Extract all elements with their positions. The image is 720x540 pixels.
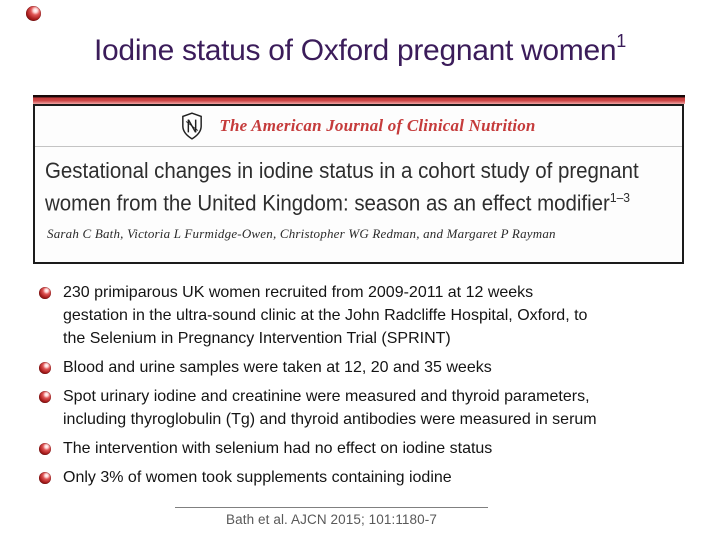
bullet-item: Only 3% of women took supplements contai… (38, 466, 700, 489)
footer-divider (175, 507, 488, 508)
bullet-list: 230 primiparous UK women recruited from … (38, 281, 700, 495)
bullet-sphere-icon (39, 287, 51, 299)
slide-title: Iodine status of Oxford pregnant women1 (0, 31, 720, 68)
article-authors: Sarah C Bath, Victoria L Furmidge-Owen, … (47, 226, 556, 242)
bullet-item: The intervention with selenium had no ef… (38, 437, 700, 460)
article-title-line2: women from the United Kingdom: season as… (45, 190, 631, 216)
bullet-text: Blood and urine samples were taken at 12… (63, 359, 492, 376)
bullet-sphere-icon (39, 391, 51, 403)
citation-footer: Bath et al. AJCN 2015; 101:1180-7 (175, 507, 488, 527)
ajcn-shield-logo-icon (182, 112, 203, 140)
bullet-text: The intervention with selenium had no ef… (63, 440, 493, 457)
bullet-item: 230 primiparous UK women recruited from … (38, 281, 700, 350)
article-title-line1: Gestational changes in iodine status in … (45, 158, 639, 183)
journal-name: The American Journal of Clinical Nutriti… (219, 116, 536, 135)
bullet-item: Spot urinary iodine and creatinine were … (38, 385, 700, 431)
journal-article-screenshot: The American Journal of Clinical Nutriti… (33, 104, 684, 264)
article-footnote-marker: 1–3 (609, 190, 631, 205)
bullet-text: 230 primiparous UK women recruited from … (63, 284, 588, 347)
bullet-sphere-icon (39, 362, 51, 374)
slide-title-footnote-marker: 1 (616, 31, 626, 51)
bullet-sphere-icon (39, 443, 51, 455)
masthead-divider (35, 146, 682, 147)
citation-text: Bath et al. AJCN 2015; 101:1180-7 (226, 512, 437, 527)
bullet-sphere-icon (39, 472, 51, 484)
corner-sphere-decoration-icon (26, 6, 41, 21)
title-divider-rule (33, 95, 685, 104)
journal-masthead: The American Journal of Clinical Nutriti… (35, 106, 682, 146)
bullet-text: Only 3% of women took supplements contai… (63, 469, 452, 486)
slide-title-text: Iodine status of Oxford pregnant women (94, 34, 617, 67)
bullet-item: Blood and urine samples were taken at 12… (38, 356, 700, 379)
bullet-text: Spot urinary iodine and creatinine were … (63, 388, 597, 428)
article-title: Gestational changes in iodine status in … (35, 147, 682, 216)
